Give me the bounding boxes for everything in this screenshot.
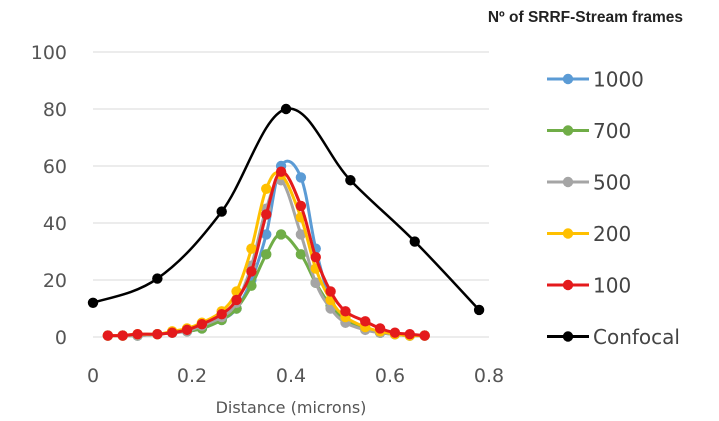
- legend-swatch-marker: [562, 279, 574, 291]
- x-tick-label: 0.8: [474, 365, 504, 387]
- data-point: [246, 266, 257, 277]
- data-point: [280, 103, 292, 115]
- legend-label: 100: [593, 274, 631, 298]
- legend-label: 500: [593, 171, 631, 195]
- data-point: [216, 206, 227, 217]
- data-point: [152, 328, 163, 340]
- data-point: [167, 327, 178, 338]
- data-point: [181, 324, 193, 336]
- series-confocal: [87, 103, 485, 316]
- x-axis-title: Distance (microns): [216, 398, 367, 417]
- series-100: [102, 166, 430, 341]
- x-tick-label: 0: [87, 365, 99, 387]
- data-point: [117, 330, 128, 341]
- y-tick-label: 100: [31, 42, 67, 64]
- legend-item: 100: [547, 274, 631, 298]
- y-tick-label: 60: [43, 156, 67, 178]
- data-point: [152, 273, 163, 284]
- data-point: [310, 252, 321, 263]
- legend-item: 200: [547, 222, 631, 246]
- x-tick-label: 0.2: [177, 365, 207, 387]
- legend-swatch-marker: [562, 73, 574, 85]
- data-point: [325, 286, 336, 297]
- data-point: [360, 316, 371, 327]
- legend-swatch-marker: [562, 125, 574, 136]
- y-tick-label: 0: [55, 327, 67, 349]
- y-tick-label: 20: [43, 270, 67, 292]
- legend-item: 1000: [547, 68, 644, 92]
- data-point: [345, 175, 356, 186]
- x-tick-label: 0.4: [276, 365, 306, 387]
- data-point: [261, 209, 272, 220]
- data-point: [246, 243, 257, 254]
- data-point: [295, 249, 307, 260]
- data-point: [340, 306, 351, 317]
- data-point: [216, 309, 227, 320]
- data-point: [473, 304, 485, 316]
- y-tick-labels: 0 20 40 60 80 100: [31, 42, 67, 349]
- data-point: [132, 328, 143, 340]
- legend-item: Confocal: [547, 325, 680, 349]
- legend-swatch-marker: [562, 228, 574, 239]
- x-tick-label: 0.6: [375, 365, 405, 387]
- legend-label: Confocal: [593, 325, 680, 349]
- data-point: [295, 172, 307, 183]
- data-point: [261, 249, 272, 260]
- legend-swatch-marker: [562, 176, 574, 188]
- data-point: [261, 229, 272, 240]
- legend-item: 500: [547, 171, 631, 195]
- legend-title: Nº of SRRF-Stream frames: [488, 9, 683, 26]
- data-point: [102, 330, 114, 341]
- data-point: [419, 330, 430, 341]
- data-point: [196, 318, 208, 330]
- legend-label: 200: [593, 222, 631, 246]
- data-point: [275, 166, 287, 177]
- legend-item: 700: [547, 119, 631, 143]
- legend-swatch-marker: [562, 331, 574, 342]
- plot-series: [87, 103, 485, 341]
- data-point: [246, 280, 257, 291]
- legend-label: 1000: [593, 68, 644, 92]
- data-point: [409, 236, 420, 247]
- data-point: [310, 277, 321, 289]
- data-point: [295, 229, 307, 240]
- x-tick-labels: 0 0.2 0.4 0.6 0.8: [87, 365, 504, 387]
- data-point: [275, 229, 287, 240]
- data-point: [389, 327, 401, 338]
- data-point: [87, 297, 99, 308]
- y-tick-label: 40: [43, 213, 67, 235]
- data-point: [404, 328, 415, 340]
- data-point: [261, 183, 272, 194]
- legend-label: 700: [593, 119, 631, 143]
- y-tick-label: 80: [43, 99, 67, 121]
- data-point: [374, 323, 386, 334]
- data-point: [231, 294, 242, 306]
- data-point: [295, 200, 307, 212]
- legend: 1000 700 500 200 100 Confocal: [547, 68, 680, 349]
